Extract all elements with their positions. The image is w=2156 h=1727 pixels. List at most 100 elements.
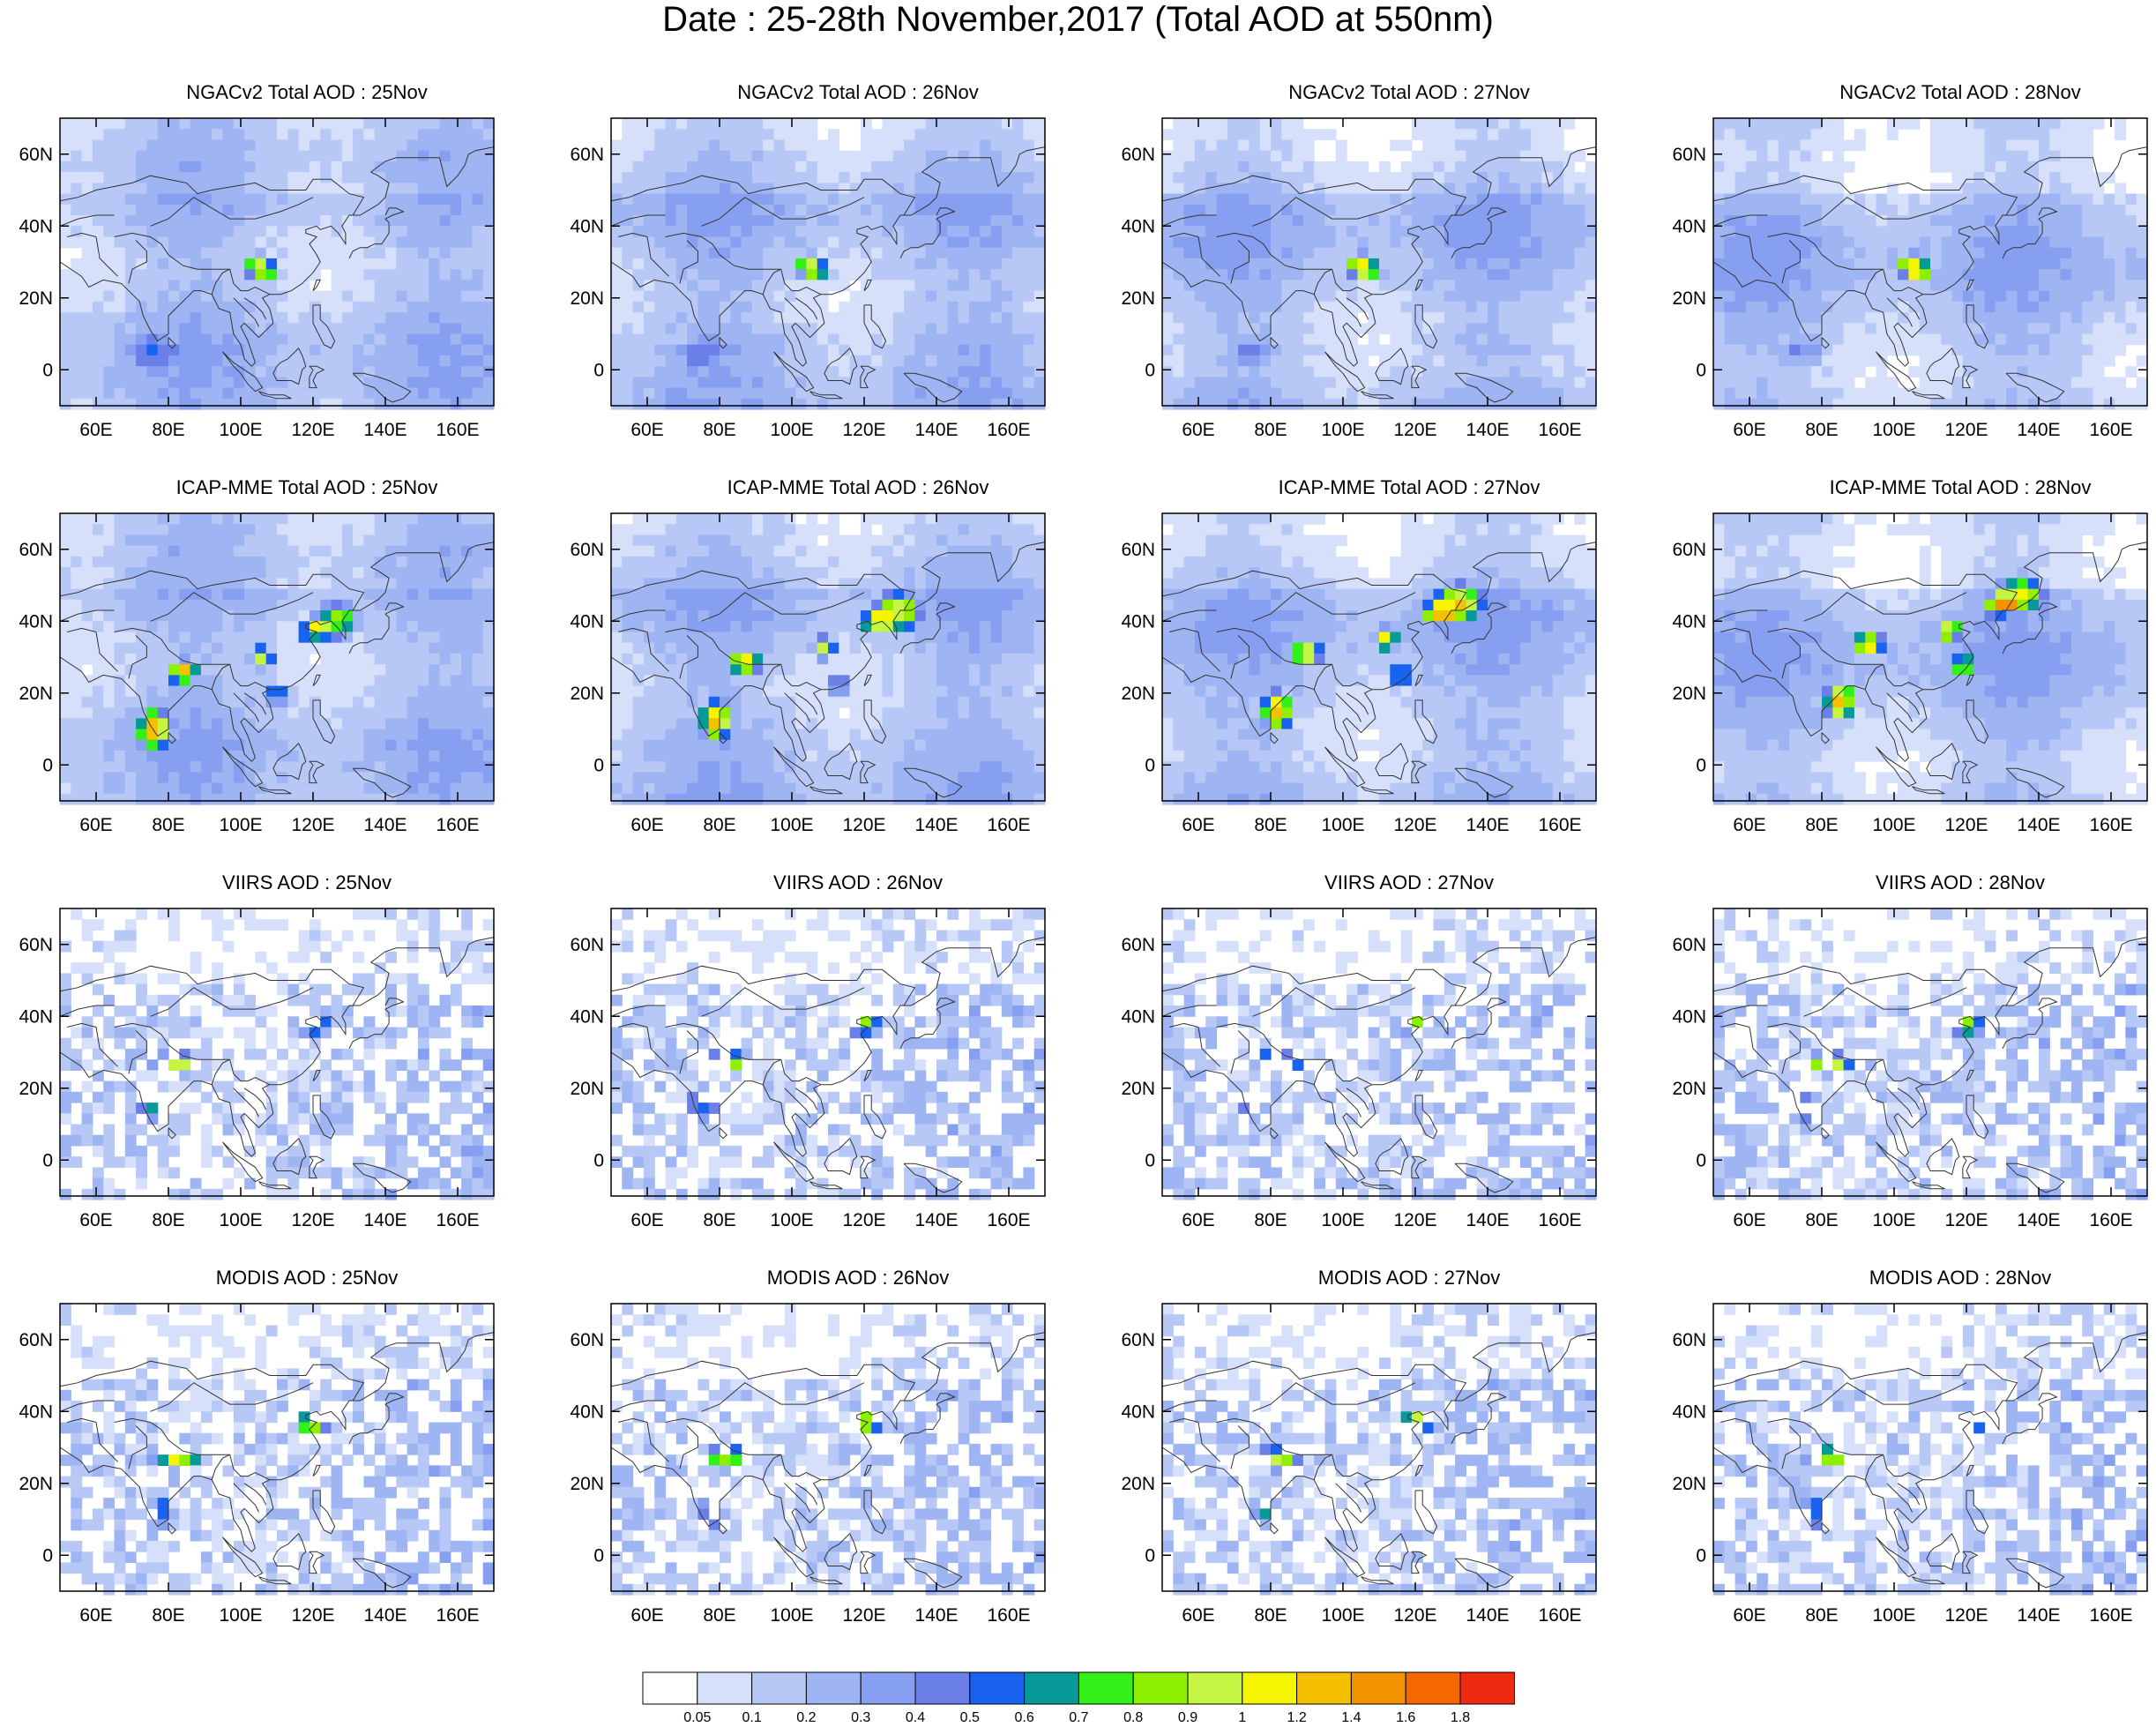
map-panel: MODIS AOD : 27Nov 60N 40N 20N 0 60E 80E 100E 120… [1121,1267,1656,1646]
map-panel: VIIRS AOD : 27Nov 60N 40N 20N 0 60E 80E 100E 120… [1121,871,1656,1251]
lon-label: 120E [1944,1210,1988,1230]
lon-label: 80E [703,1210,735,1230]
map-panel: MODIS AOD : 25Nov 60N 40N 20N 0 60E 80E 100E 120… [19,1267,554,1646]
lat-label: 40N [1121,1402,1155,1422]
lat-label: 60N [19,935,53,955]
map-frame [59,117,495,407]
panel-title: ICAP-MME Total AOD : 27Nov [1278,476,1541,498]
lat-label: 40N [570,1402,604,1422]
colorbar-label: 0.8 [1123,1710,1143,1724]
lon-label: 120E [842,420,885,440]
map-frame [610,1303,1046,1592]
lat-label: 0 [1145,360,1155,380]
lat-label: 20N [1121,1079,1155,1099]
lon-label: 140E [2017,1605,2060,1626]
aod-map: 60N 40N 20N 0 60E 80E 100E 120E 140E 160E [19,1303,495,1626]
lat-label: 0 [42,1150,53,1170]
lat-label: 60N [570,935,604,955]
coastlines [1712,542,2148,798]
lon-label: 80E [1805,1605,1838,1626]
lon-label: 80E [703,815,735,835]
lat-label: 0 [1696,360,1706,380]
colorbar-label: 1.2 [1287,1710,1306,1724]
aod-map: 60N 40N 20N 0 60E 80E 100E 120E 140E 160E [1672,117,2148,440]
colorbar-label: 0.1 [742,1710,761,1724]
coastlines [1161,146,1597,403]
lat-label: 60N [570,540,604,560]
lat-label: 60N [1672,540,1706,560]
lon-label: 100E [1872,1605,1915,1626]
coastlines [59,146,495,403]
aod-map: 60N 40N 20N 0 60E 80E 100E 120E 140E 160E [1672,908,2148,1230]
lon-label: 160E [2089,1605,2132,1626]
lat-label: 60N [1121,540,1155,560]
lat-label: 40N [1672,216,1706,236]
coastlines [610,146,1046,403]
lat-label: 20N [1672,1079,1706,1099]
lon-label: 160E [436,1605,479,1626]
lat-label: 40N [1121,611,1155,632]
lon-label: 80E [703,1605,735,1626]
lat-label: 20N [570,1474,604,1494]
colorbar-label: 0.5 [960,1710,980,1724]
lon-label: 120E [291,1210,334,1230]
lon-label: 140E [363,420,407,440]
lon-label: 140E [363,1605,407,1626]
aod-map: 60N 40N 20N 0 60E 80E 100E 120E 140E 160E [570,908,1046,1230]
lon-label: 60E [1733,1605,1765,1626]
panel-title: NGACv2 Total AOD : 25Nov [186,81,428,103]
lon-label: 60E [630,1210,663,1230]
lon-label: 120E [1393,1210,1436,1230]
lat-label: 60N [19,540,53,560]
lon-label: 120E [1393,420,1436,440]
lon-label: 60E [1733,815,1765,835]
lon-label: 160E [1538,420,1581,440]
aod-field [1713,513,2148,805]
colorbar-label: 1.4 [1341,1710,1361,1724]
lon-label: 80E [1254,815,1287,835]
lon-label: 120E [291,1605,334,1626]
lon-label: 120E [842,1210,885,1230]
lon-label: 140E [363,815,407,835]
colorbar-swatch [751,1671,807,1705]
lat-label: 40N [1672,1402,1706,1422]
lon-label: 100E [770,1605,813,1626]
lat-label: 0 [42,360,53,380]
colorbar-label: 1 [1238,1710,1246,1724]
lon-label: 100E [1872,420,1915,440]
panel-title: ICAP-MME Total AOD : 26Nov [727,476,989,498]
lon-label: 100E [1872,1210,1915,1230]
lon-label: 60E [1182,1210,1214,1230]
lat-label: 60N [570,145,604,165]
lon-label: 120E [291,815,334,835]
colorbar-label: 0.9 [1178,1710,1197,1724]
panel-title: MODIS AOD : 25Nov [215,1267,399,1289]
colorbar-swatch [642,1671,698,1705]
lat-label: 20N [570,1079,604,1099]
lon-label: 100E [1321,815,1364,835]
lon-label: 80E [1805,815,1838,835]
lat-label: 0 [593,755,604,775]
lon-label: 80E [1254,1210,1287,1230]
lat-label: 20N [570,684,604,704]
lon-label: 140E [1466,1210,1509,1230]
panel-title: ICAP-MME Total AOD : 28Nov [1829,476,2092,498]
lon-label: 160E [1538,1605,1581,1626]
aod-map: 60N 40N 20N 0 60E 80E 100E 120E 140E 160E [1121,117,1597,440]
aod-map: 60N 40N 20N 0 60E 80E 100E 120E 140E 160E [1121,512,1597,835]
lon-label: 120E [842,1605,885,1626]
colorbar-swatch [1024,1671,1079,1705]
aod-map: 60N 40N 20N 0 60E 80E 100E 120E 140E 160E [1672,1303,2148,1626]
lon-label: 80E [152,1605,184,1626]
lon-label: 60E [1182,815,1214,835]
aod-map: 60N 40N 20N 0 60E 80E 100E 120E 140E 160E [19,908,495,1230]
lon-label: 140E [363,1210,407,1230]
colorbar-swatch [1459,1671,1515,1705]
colorbar-swatch [1078,1671,1134,1705]
coastlines [1161,542,1597,798]
aod-colorbar: 0.05 0.1 0.2 0.3 0.4 0.5 0.6 0.7 0.8 0.9 1 1.2 1.4 1.… [642,1671,1515,1724]
lat-label: 60N [1121,1330,1155,1350]
lon-label: 80E [1254,1605,1287,1626]
map-frame [59,1303,495,1592]
lat-label: 60N [1672,1330,1706,1350]
